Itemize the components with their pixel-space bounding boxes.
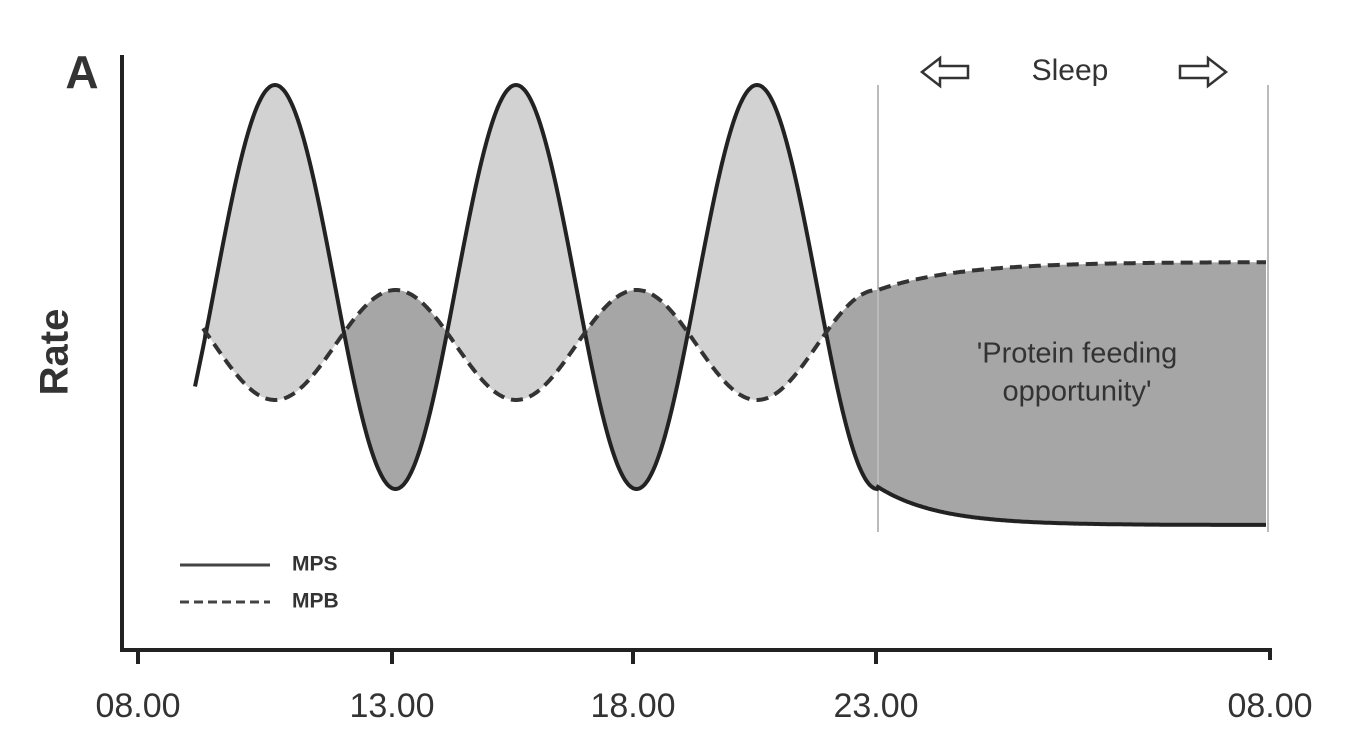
x-tick-label: 18.00 (590, 687, 675, 725)
area-fill (826, 262, 1266, 525)
axes (120, 55, 1272, 660)
x-tick-label: 08.00 (1227, 687, 1312, 725)
panel-label: A (65, 46, 98, 98)
area-fill (689, 85, 826, 400)
mpb-curve (201, 260, 1266, 402)
annotation: opportunity' (1002, 376, 1151, 408)
legend-label: MPS (292, 553, 338, 576)
mps-curve (193, 82, 1266, 527)
x-tick-label: 23.00 (833, 687, 918, 725)
sleep-label: Sleep (1032, 54, 1109, 87)
area-fill (448, 85, 585, 400)
right-arrow (1178, 55, 1229, 89)
area-fills (203, 85, 1266, 525)
x-tick-label: 08.00 (95, 687, 180, 725)
x-ticks (136, 650, 878, 664)
annotation: 'Protein feeding (977, 338, 1178, 370)
area-fill (585, 290, 689, 489)
area-fill (344, 290, 448, 489)
area-fill (207, 85, 344, 400)
legend-label: MPB (292, 590, 339, 613)
left-arrow (919, 55, 970, 89)
y-axis-label: Rate (33, 309, 77, 396)
x-tick-label: 13.00 (349, 687, 434, 725)
